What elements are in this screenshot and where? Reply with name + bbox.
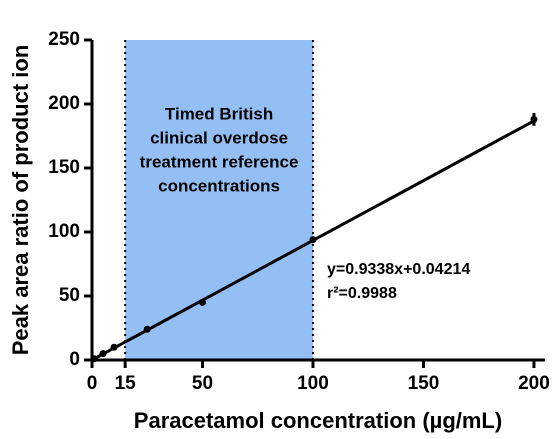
y-tick-label: 200	[48, 93, 80, 114]
region-label: treatment reference	[140, 152, 299, 171]
data-point	[530, 115, 538, 123]
x-tick-label: 150	[408, 373, 440, 394]
data-point	[309, 236, 317, 244]
y-tick-label: 250	[48, 29, 80, 50]
data-point	[110, 343, 118, 351]
y-tick-label: 150	[48, 157, 80, 178]
y-axis-title: Peak area ratio of product ion	[8, 45, 33, 356]
data-point	[90, 355, 98, 363]
x-tick-label: 0	[87, 373, 98, 394]
x-tick-label: 15	[115, 373, 137, 394]
x-tick-label: 50	[192, 373, 213, 394]
x-tick-label: 100	[297, 373, 329, 394]
data-point	[99, 350, 107, 358]
x-tick-label: 200	[518, 373, 550, 394]
x-axis-title: Paracetamol concentration (µg/mL)	[134, 408, 502, 433]
data-point	[143, 325, 151, 333]
fit-equation: y=0.9338x+0.04214	[327, 261, 470, 278]
y-tick-label: 50	[59, 285, 80, 306]
shaded-region	[125, 40, 313, 360]
fit-r2: r²=0.9988	[327, 285, 397, 302]
y-tick-label: 100	[48, 221, 80, 242]
region-label: concentrations	[158, 176, 280, 195]
y-tick-label: 0	[69, 349, 80, 370]
region-label: Timed British	[165, 104, 273, 123]
data-point	[198, 298, 206, 306]
region-label: clinical overdose	[150, 128, 288, 147]
